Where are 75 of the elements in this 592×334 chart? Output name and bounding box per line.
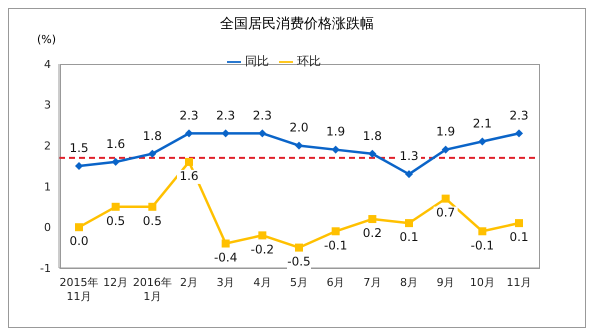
data-label: 2.3 (216, 108, 236, 122)
point (405, 219, 413, 228)
data-label: 1.8 (142, 128, 162, 143)
legend-label: 环比 (297, 54, 321, 68)
x-tick-label: 2月 (180, 276, 198, 289)
point (295, 142, 303, 150)
point (332, 146, 340, 154)
point (75, 223, 83, 232)
point (478, 227, 486, 236)
legend-label: 同比 (245, 54, 269, 68)
point (515, 129, 523, 138)
x-tick-label: 2016年 1月 (132, 276, 172, 303)
y-tick-label: 1 (44, 180, 51, 194)
data-label: 0.7 (436, 206, 456, 220)
x-tick-label: 8月 (400, 276, 418, 289)
point (185, 129, 193, 138)
data-label: 1.3 (399, 149, 419, 164)
point (148, 150, 156, 158)
data-label: 1.9 (326, 124, 346, 139)
point (112, 202, 120, 211)
data-label: -0.1 (324, 238, 348, 252)
data-label: -0.4 (214, 250, 238, 265)
y-tick-label: 0 (44, 221, 51, 234)
point (515, 219, 523, 228)
data-label: 1.6 (179, 168, 199, 183)
point (405, 170, 413, 178)
point (222, 129, 230, 138)
point (332, 227, 340, 236)
point (185, 158, 193, 166)
data-label: 1.9 (436, 124, 456, 139)
point (442, 194, 450, 203)
point (112, 158, 120, 166)
data-label: 0.1 (509, 230, 529, 244)
data-label: -0.1 (470, 238, 494, 252)
point (295, 244, 303, 252)
data-label: 0.5 (106, 214, 126, 228)
point (258, 231, 266, 240)
x-tick-label: 6月 (326, 276, 345, 289)
data-label: 0.2 (362, 226, 382, 240)
x-tick-label: 12月 (103, 276, 128, 289)
data-label: 2.0 (289, 120, 309, 135)
y-tick-label: -1 (40, 262, 51, 275)
point (442, 146, 450, 154)
data-label: 2.3 (509, 108, 529, 122)
data-label: 0.5 (142, 214, 162, 228)
data-label: 1.5 (69, 141, 89, 155)
data-label: 2.1 (472, 116, 492, 131)
data-label: -0.5 (287, 254, 311, 269)
x-tick-label: 7月 (363, 276, 382, 289)
x-tick-label: 2015年 11月 (60, 276, 98, 303)
x-tick-label: 10月 (470, 276, 495, 289)
x-tick-label: 11月 (506, 276, 532, 289)
data-label: 2.3 (252, 108, 272, 122)
y-axis-title: (%) (37, 33, 56, 46)
x-tick-label: 4月 (253, 276, 272, 289)
chart-title: 全国居民消费价格涨跌幅 (219, 15, 375, 33)
point (478, 138, 486, 146)
x-tick-label: 9月 (436, 276, 455, 289)
point (368, 150, 376, 158)
y-tick-label: 4 (44, 58, 51, 71)
x-tick-label: 5月 (290, 276, 308, 289)
point (222, 240, 230, 248)
data-label: 1.8 (362, 128, 382, 143)
data-label: 0.1 (399, 230, 419, 244)
point (148, 202, 156, 211)
point (258, 129, 266, 138)
data-label: 2.3 (179, 108, 199, 122)
data-label: 0.0 (69, 234, 89, 248)
data-label: -0.2 (250, 242, 274, 256)
point (75, 162, 83, 170)
y-tick-label: 3 (44, 98, 51, 112)
data-label: 1.6 (106, 136, 126, 151)
y-tick-label: 2 (44, 140, 51, 153)
point (368, 215, 376, 224)
x-tick-label: 3月 (216, 276, 235, 289)
